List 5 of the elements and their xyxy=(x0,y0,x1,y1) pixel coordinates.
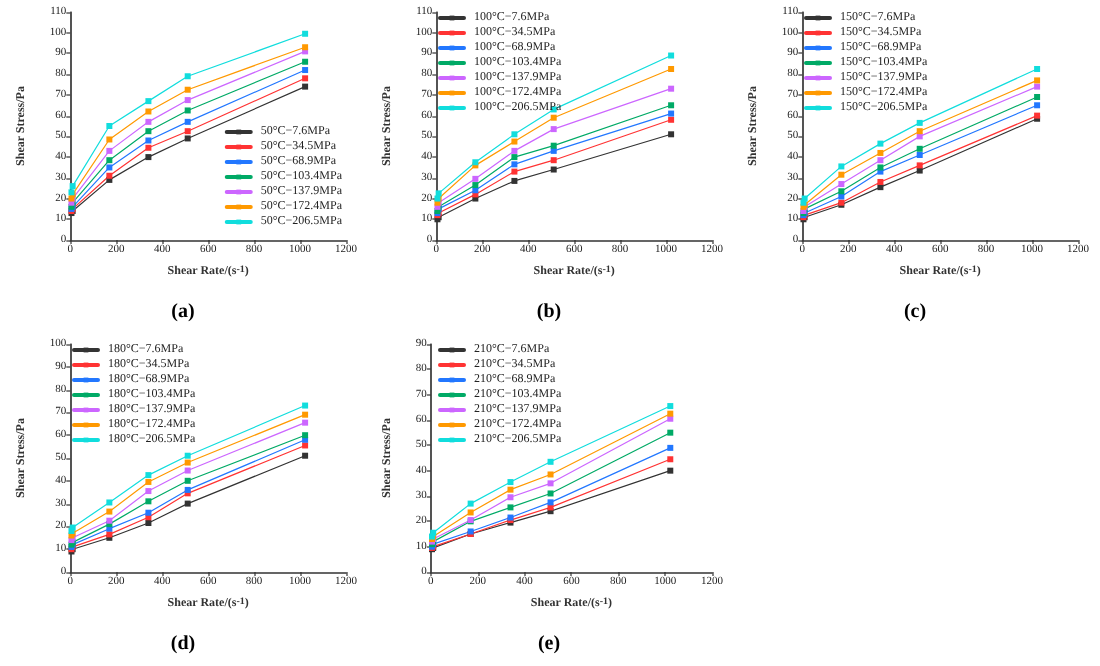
text: (c) xyxy=(903,301,927,323)
text: (a) xyxy=(171,301,195,323)
text: (e) xyxy=(537,633,561,655)
text: (b) xyxy=(536,301,562,323)
text: (d) xyxy=(170,633,196,655)
